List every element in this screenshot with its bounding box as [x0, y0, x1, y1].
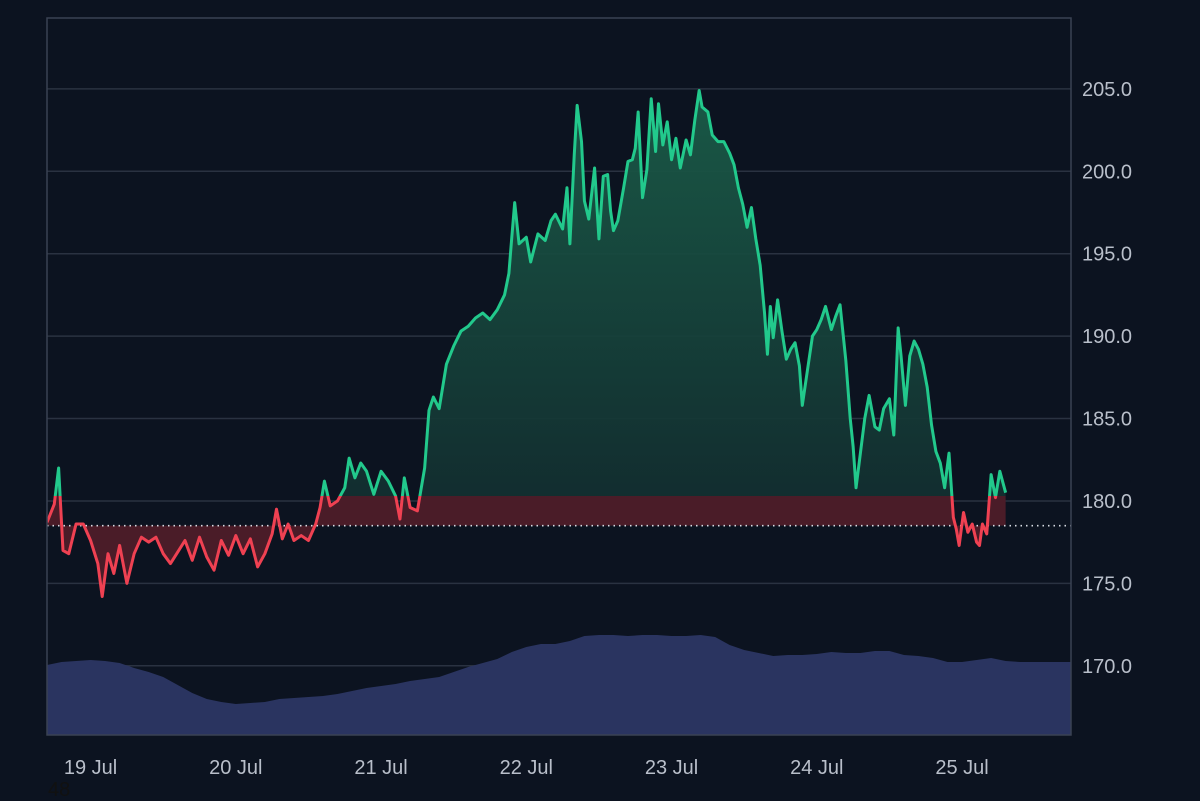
y-tick-label-4: 190.0 [1082, 326, 1132, 348]
x-tick-label-2: 21 Jul [354, 757, 407, 779]
volume-area [47, 635, 1071, 735]
price-fill-below [47, 496, 1006, 597]
y-tick-label-5: 195.0 [1082, 244, 1132, 266]
x-tick-label-6: 25 Jul [935, 757, 988, 779]
corner-label: 48 [48, 779, 71, 801]
volume-series [47, 635, 1071, 735]
x-tick-label-1: 20 Jul [209, 757, 262, 779]
y-tick-label-6: 200.0 [1082, 161, 1132, 183]
price-fill [47, 90, 1006, 597]
plot-frame [46, 17, 1072, 736]
y-tick-label-2: 180.0 [1082, 491, 1132, 513]
x-tick-label-3: 22 Jul [500, 757, 553, 779]
price-series [47, 89, 1008, 599]
y-tick-label-3: 185.0 [1082, 409, 1132, 431]
price-line-below [47, 496, 998, 599]
x-tick-label-0: 19 Jul [64, 757, 117, 779]
x-axis: 19 Jul 20 Jul 21 Jul 22 Jul 23 Jul 24 Jul 25 J… [64, 757, 989, 779]
y-axis: 170.0 175.0 180.0 185.0 190.0 195.0 200.0 205.0 [1082, 79, 1132, 678]
price-line-above [53, 89, 1008, 496]
y-tick-label-0: 170.0 [1082, 656, 1132, 678]
price-fill-above [55, 90, 1006, 496]
y-tick-label-1: 175.0 [1082, 573, 1132, 595]
x-tick-label-4: 23 Jul [645, 757, 698, 779]
x-tick-label-5: 24 Jul [790, 757, 843, 779]
y-tick-label-7: 205.0 [1082, 79, 1132, 101]
